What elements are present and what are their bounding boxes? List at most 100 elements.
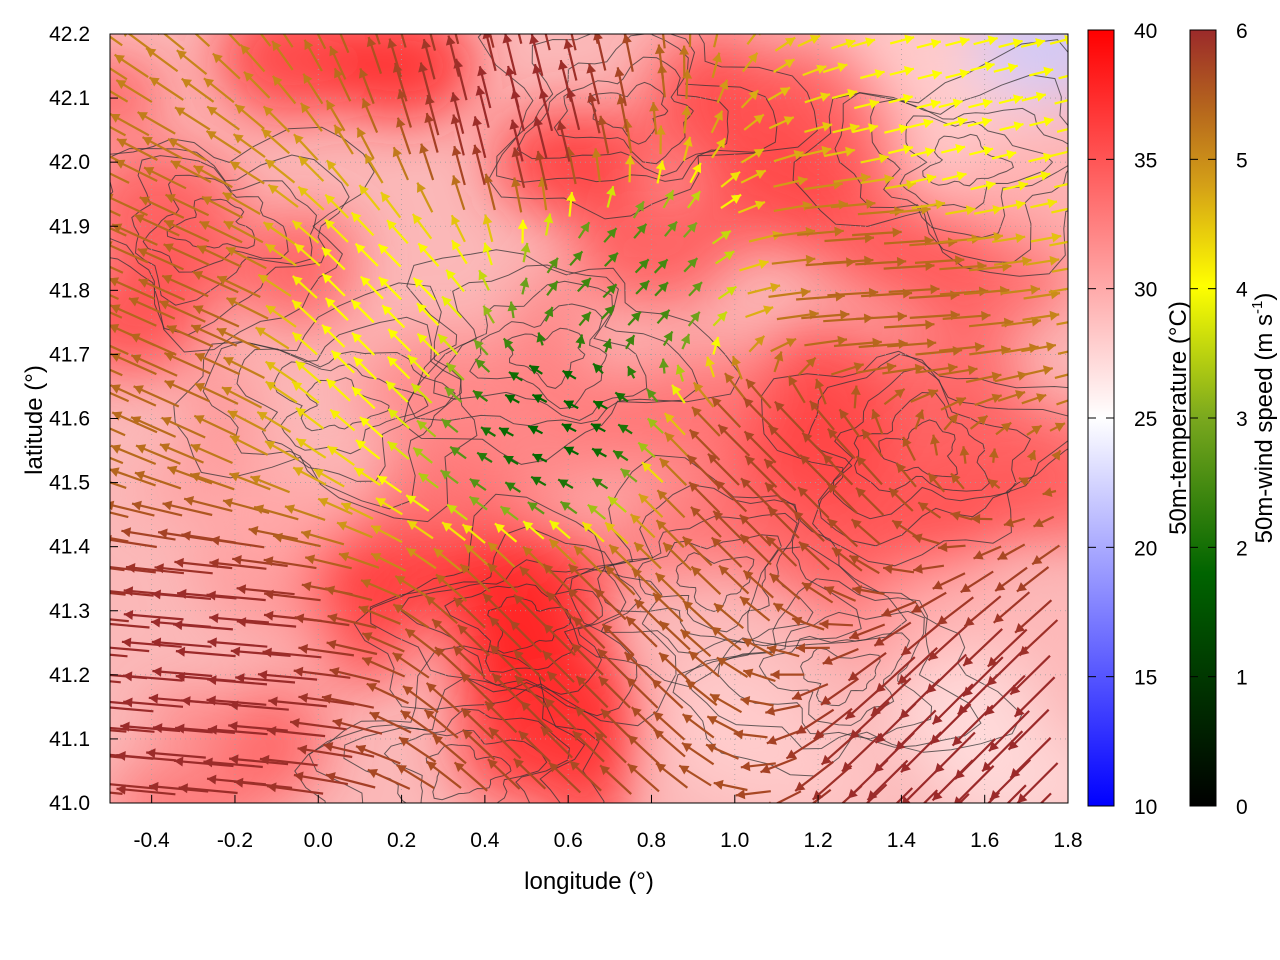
wind-vector-head xyxy=(768,425,779,436)
wind-vector-head xyxy=(549,539,560,549)
wind-vector-head xyxy=(359,185,369,196)
wind-vector-head xyxy=(952,98,963,109)
wind-vector-head xyxy=(190,443,201,453)
wind-vector-head xyxy=(136,444,147,454)
terrain-contour xyxy=(236,348,456,482)
wind-vector-head xyxy=(327,613,338,623)
wind-vector-head xyxy=(572,731,583,741)
wind-vector-head xyxy=(361,98,371,109)
wind-vector-shaft xyxy=(151,592,212,600)
wind-vector-shaft xyxy=(110,172,130,184)
wind-vector-head xyxy=(563,400,575,410)
wind-vector-head xyxy=(509,119,520,130)
wind-vector-head xyxy=(947,363,958,373)
wind-vector-head xyxy=(265,381,276,391)
wind-vector-head xyxy=(853,362,864,372)
x-axis-label: longitude (°) xyxy=(524,868,654,895)
wind-vector-head xyxy=(182,21,192,31)
wind-vector-head xyxy=(295,407,307,418)
wind-vector-head xyxy=(897,311,907,322)
wind-vector-head xyxy=(896,256,907,267)
wind-vector-head xyxy=(293,771,304,782)
wind-vector-head xyxy=(392,147,402,158)
wind-vector-head xyxy=(290,718,300,728)
wind-vector-head xyxy=(460,564,471,575)
wind-vector-head xyxy=(993,613,1004,623)
wind-vector-head xyxy=(175,723,185,734)
wind-vector-head xyxy=(680,334,690,345)
wind-vector-head xyxy=(568,564,579,575)
wind-vector-head xyxy=(234,777,244,788)
wind-vector-head xyxy=(925,261,935,271)
wind-vector-head xyxy=(174,557,184,568)
wind-vector-head xyxy=(872,818,882,828)
wind-vector-head xyxy=(232,555,242,565)
wind-vector-shaft xyxy=(110,391,130,403)
wind-vector-head xyxy=(795,781,806,791)
wind-vector-head xyxy=(1012,38,1023,48)
wind-vector-head xyxy=(626,616,637,627)
wind-vector-head xyxy=(993,231,1003,242)
wind-vector-head xyxy=(304,39,314,51)
wind-vector-shaft xyxy=(175,726,235,734)
wind-vector-head xyxy=(713,110,723,121)
wind-vector-head xyxy=(418,243,429,254)
wind-vector-shaft xyxy=(293,773,349,786)
wind-vector-head xyxy=(631,311,641,322)
wind-vector-head xyxy=(898,674,908,685)
wind-vector-head xyxy=(713,511,724,521)
wind-vector-head xyxy=(505,394,516,404)
wind-vector-head xyxy=(450,446,461,457)
wind-vector-head xyxy=(341,502,352,512)
wind-vector-shaft xyxy=(375,34,381,45)
wind-vector-head xyxy=(963,686,973,697)
wind-vector-head xyxy=(331,350,342,361)
wind-vector-head xyxy=(558,60,568,70)
wind-vector-head xyxy=(164,380,175,390)
wind-vector-head xyxy=(659,458,670,469)
wind-vector-head xyxy=(731,356,741,367)
wind-vector-head xyxy=(371,553,382,563)
wind-vector-head xyxy=(638,494,649,504)
wind-vector-head xyxy=(181,696,191,706)
wind-colorbar-tick-label: 2 xyxy=(1236,537,1248,560)
wind-vector-head xyxy=(1013,94,1023,105)
wind-vector-head xyxy=(508,372,520,381)
wind-vector-head xyxy=(76,194,86,203)
wind-vector-head xyxy=(955,255,965,266)
wind-vector-head xyxy=(1069,95,1079,105)
wind-vector-head xyxy=(421,39,431,50)
wind-vector-head xyxy=(123,586,134,597)
wind-vector-head xyxy=(181,530,191,541)
wind-vector-head xyxy=(587,93,597,103)
wind-vector-head xyxy=(593,363,603,374)
wind-vector-head xyxy=(798,487,808,497)
wind-vector-head xyxy=(740,596,751,607)
wind-vector-head xyxy=(710,337,721,347)
wind-vector-head xyxy=(116,138,128,148)
wind-vector-head xyxy=(793,809,803,819)
wind-vector-head xyxy=(606,228,617,239)
wind-vector-head xyxy=(222,192,233,202)
wind-vector-head xyxy=(413,277,424,288)
wind-vector-head xyxy=(292,276,303,286)
wind-vector-head xyxy=(128,297,140,307)
wind-vector-head xyxy=(658,358,669,368)
wind-vector-head xyxy=(541,726,551,737)
wind-vector-head xyxy=(378,277,389,287)
wind-vector-head xyxy=(489,727,500,738)
wind-vector-head xyxy=(901,762,911,773)
wind-vector-head xyxy=(938,542,948,553)
wind-vector-head xyxy=(663,331,673,342)
wind-vector-head xyxy=(653,729,664,740)
wind-vector-head xyxy=(529,34,539,45)
terrain-contour xyxy=(597,512,814,644)
wind-vector-head xyxy=(265,159,276,169)
temperature-patch xyxy=(614,486,731,580)
wind-vector-shaft xyxy=(227,34,242,47)
wind-vector-head xyxy=(469,496,480,506)
wind-vector-head xyxy=(159,443,171,453)
wind-vector-shaft xyxy=(661,34,666,49)
wind-vector-shaft xyxy=(110,368,123,377)
wind-vector-shaft xyxy=(110,700,130,705)
